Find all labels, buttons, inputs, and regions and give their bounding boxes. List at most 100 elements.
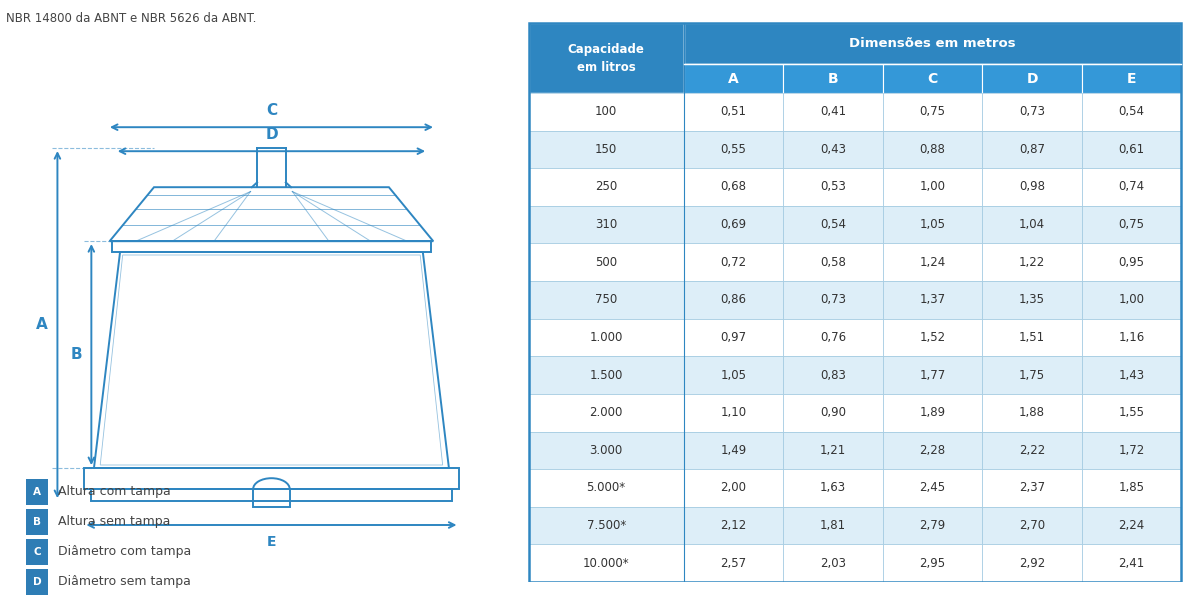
- Text: A: A: [728, 71, 739, 86]
- Bar: [529, 394, 684, 431]
- Text: 2,22: 2,22: [1019, 444, 1045, 457]
- Text: 1,22: 1,22: [1019, 256, 1045, 269]
- Text: 0,41: 0,41: [820, 105, 846, 118]
- Text: E: E: [266, 535, 276, 549]
- Bar: [784, 469, 883, 507]
- Text: 1,52: 1,52: [919, 331, 946, 344]
- Text: 0,53: 0,53: [820, 181, 846, 193]
- Text: NBR 14800 da ABNT e NBR 5626 da ABNT.: NBR 14800 da ABNT e NBR 5626 da ABNT.: [6, 12, 257, 25]
- Bar: [883, 469, 983, 507]
- Text: 2,41: 2,41: [1118, 557, 1145, 569]
- Bar: [983, 131, 1082, 168]
- Bar: [684, 356, 784, 394]
- Bar: [684, 507, 784, 544]
- Bar: [983, 544, 1082, 582]
- Bar: [883, 319, 983, 356]
- Bar: [529, 244, 684, 281]
- Text: 0,68: 0,68: [720, 181, 746, 193]
- Bar: [684, 431, 784, 469]
- Bar: [784, 356, 883, 394]
- Text: 0,69: 0,69: [720, 218, 746, 231]
- Bar: [1082, 93, 1181, 131]
- Text: 1,88: 1,88: [1019, 406, 1045, 419]
- Bar: [1082, 244, 1181, 281]
- Bar: [529, 544, 684, 582]
- Text: 1,24: 1,24: [919, 256, 946, 269]
- Bar: [1082, 394, 1181, 431]
- Bar: [784, 544, 883, 582]
- Text: 3.000: 3.000: [589, 444, 623, 457]
- Bar: [883, 168, 983, 206]
- Text: Dimensões em metros: Dimensões em metros: [850, 37, 1016, 50]
- Bar: [983, 64, 1082, 93]
- Text: 1,72: 1,72: [1118, 444, 1145, 457]
- Bar: [684, 93, 784, 131]
- Text: Diâmetro com tampa: Diâmetro com tampa: [59, 545, 192, 559]
- Text: 1.000: 1.000: [589, 331, 623, 344]
- Bar: [883, 93, 983, 131]
- Bar: [983, 281, 1082, 319]
- Bar: [684, 469, 784, 507]
- Bar: [684, 281, 784, 319]
- Text: 2,95: 2,95: [919, 557, 946, 569]
- Text: B: B: [34, 517, 41, 527]
- Text: 0,73: 0,73: [820, 293, 846, 307]
- Text: 1,05: 1,05: [919, 218, 946, 231]
- Text: 10.000*: 10.000*: [583, 557, 630, 569]
- Text: 1,04: 1,04: [1019, 218, 1045, 231]
- Text: 0,51: 0,51: [720, 105, 746, 118]
- Text: 0,74: 0,74: [1118, 181, 1145, 193]
- Text: A: A: [34, 487, 41, 497]
- Text: C: C: [34, 547, 41, 557]
- Bar: [684, 23, 1181, 64]
- Text: 0,87: 0,87: [1019, 143, 1045, 156]
- Text: 0,97: 0,97: [720, 331, 746, 344]
- Text: Altura sem tampa: Altura sem tampa: [59, 515, 170, 529]
- Text: 2,57: 2,57: [720, 557, 746, 569]
- Text: 2,70: 2,70: [1019, 519, 1045, 532]
- Text: B: B: [828, 71, 839, 86]
- Bar: [883, 131, 983, 168]
- Bar: [883, 544, 983, 582]
- Bar: [784, 244, 883, 281]
- Bar: [26, 509, 48, 535]
- Bar: [883, 394, 983, 431]
- Text: 0,72: 0,72: [720, 256, 746, 269]
- Text: 0,88: 0,88: [919, 143, 946, 156]
- Text: C: C: [266, 103, 277, 118]
- Bar: [1082, 356, 1181, 394]
- Bar: [529, 168, 684, 206]
- Bar: [684, 168, 784, 206]
- Text: 1,00: 1,00: [919, 181, 946, 193]
- Bar: [784, 394, 883, 431]
- Text: 1,51: 1,51: [1019, 331, 1045, 344]
- Text: 0,76: 0,76: [820, 331, 846, 344]
- Bar: [883, 507, 983, 544]
- Bar: [529, 206, 684, 244]
- Bar: [529, 131, 684, 168]
- Bar: [784, 131, 883, 168]
- Bar: [883, 244, 983, 281]
- Bar: [883, 431, 983, 469]
- Bar: [1082, 544, 1181, 582]
- Bar: [1082, 64, 1181, 93]
- Text: 2,12: 2,12: [720, 519, 746, 532]
- Bar: [983, 206, 1082, 244]
- Text: Capacidade
em litros: Capacidade em litros: [568, 43, 644, 74]
- Bar: [883, 206, 983, 244]
- Text: 7.500*: 7.500*: [587, 519, 625, 532]
- Text: 500: 500: [595, 256, 617, 269]
- Text: 0,90: 0,90: [820, 406, 846, 419]
- Text: 0,75: 0,75: [1118, 218, 1145, 231]
- Bar: [983, 356, 1082, 394]
- Bar: [883, 356, 983, 394]
- Bar: [529, 23, 684, 93]
- Text: 1,05: 1,05: [720, 368, 746, 382]
- Text: 0,95: 0,95: [1118, 256, 1145, 269]
- Text: 2,28: 2,28: [919, 444, 946, 457]
- Text: 0,73: 0,73: [1019, 105, 1045, 118]
- Text: 2,24: 2,24: [1118, 519, 1145, 532]
- Bar: [784, 281, 883, 319]
- Bar: [113, 241, 431, 252]
- Bar: [784, 431, 883, 469]
